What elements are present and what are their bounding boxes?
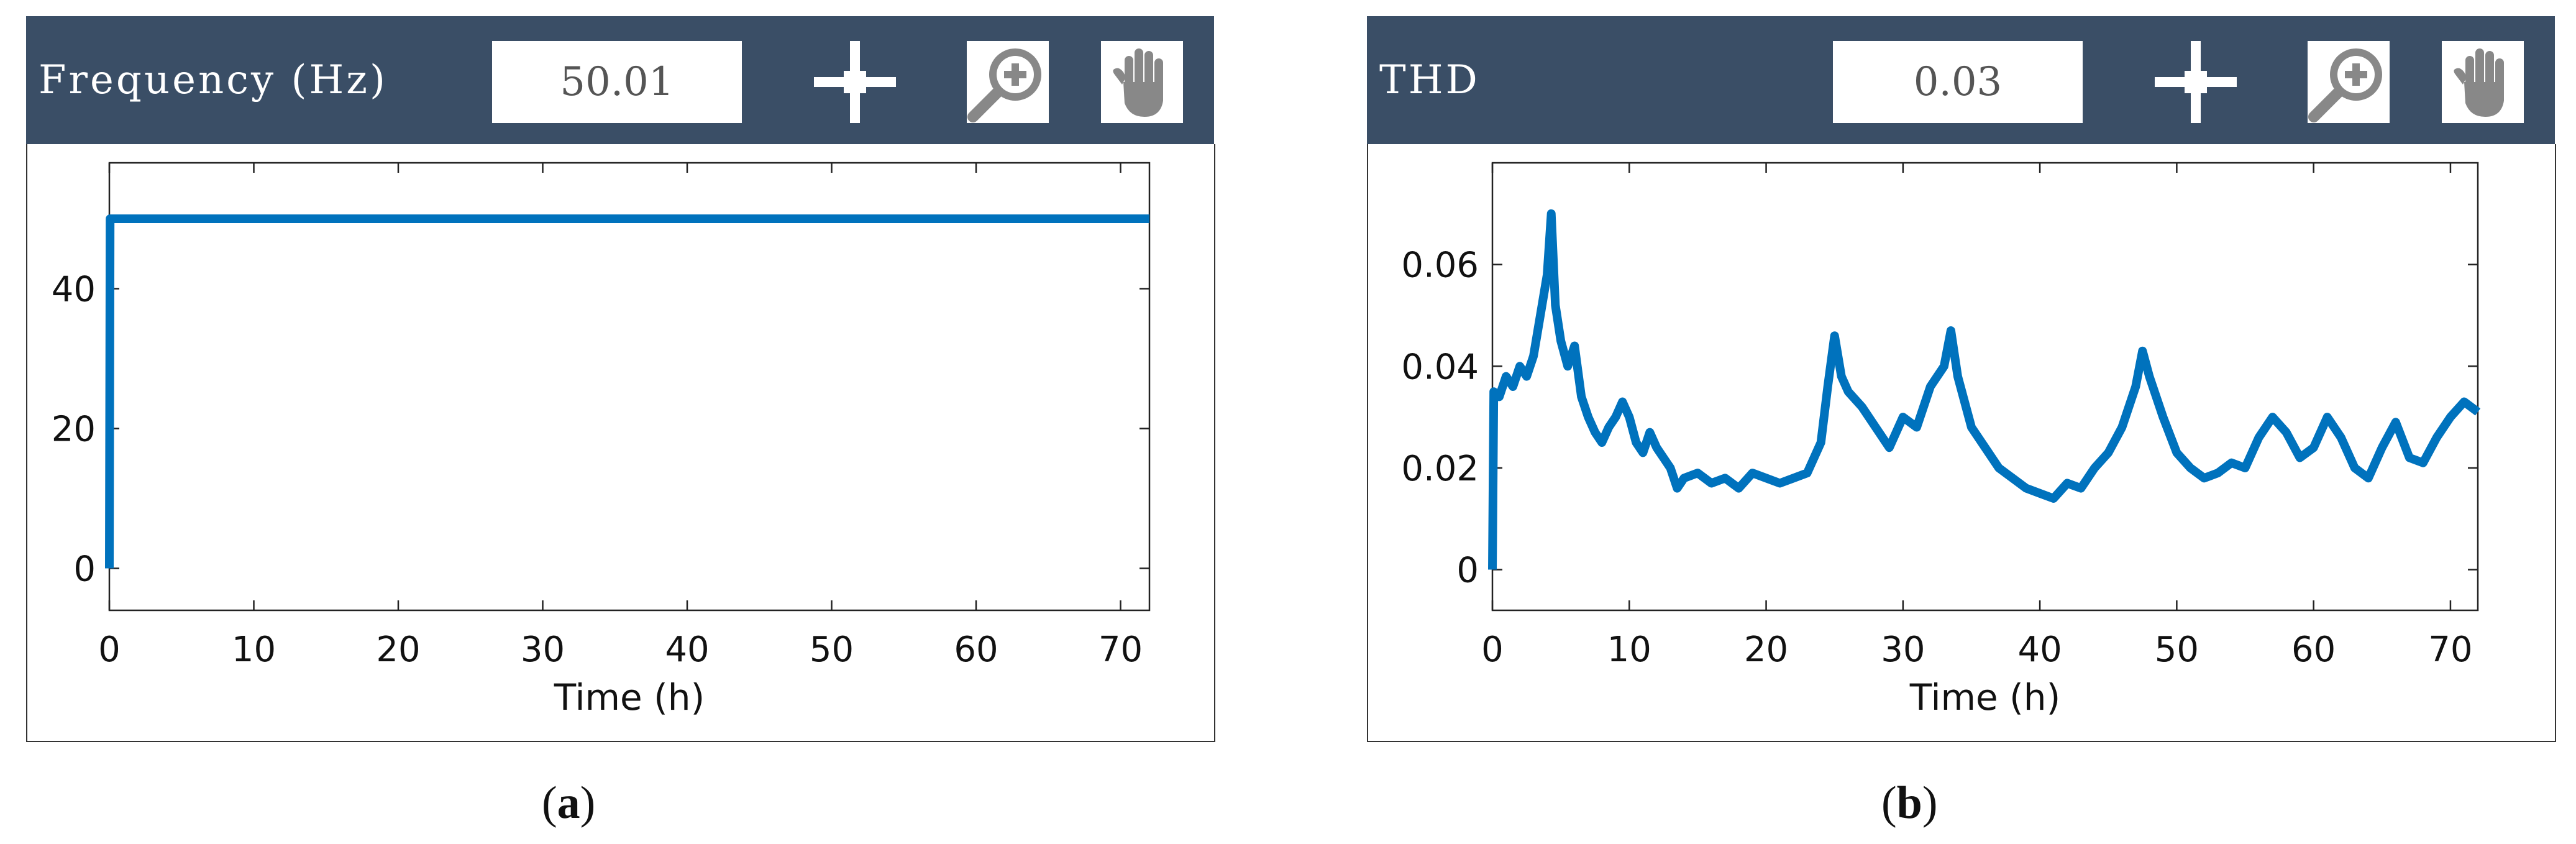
x-tick-label: 70 [1098, 630, 1143, 670]
zoom-in-icon [967, 48, 1041, 122]
axes-frame [108, 162, 1151, 612]
y-tick-label: 0.06 [1401, 245, 1479, 286]
zoom-in-icon [2308, 48, 2382, 122]
thd-readout: 0.03 [1833, 41, 2083, 123]
x-tick-label: 50 [810, 630, 854, 670]
x-tick-label: 0 [98, 630, 121, 670]
pan-button[interactable] [2442, 41, 2524, 123]
caption-b: (b) [1881, 777, 1938, 828]
y-tick-label: 20 [52, 410, 96, 450]
x-tick-label: 70 [2428, 630, 2472, 670]
pan-hand-icon [2454, 48, 2504, 117]
zoom-button[interactable] [967, 41, 1049, 123]
frequency-plot-area: 0 10 20 30 40 50 60 70 0 20 40 Time (h) [26, 144, 1215, 742]
x-axis-label: Time (h) [554, 676, 705, 718]
frequency-title: Frequency (Hz) [39, 57, 388, 103]
pan-button[interactable] [1101, 41, 1183, 123]
x-tick-label: 10 [1607, 630, 1651, 670]
thd-plot-area: 0 10 20 30 40 50 60 70 0 0.02 0.04 0.06 Time (h) [1367, 144, 2556, 742]
y-tick-label: 0.04 [1401, 347, 1479, 387]
x-tick-label: 50 [2155, 630, 2199, 670]
data-series-line [1488, 209, 2481, 570]
y-tick-label: 0.02 [1401, 449, 1479, 489]
y-tick-label: 40 [52, 270, 96, 310]
x-tick-label: 10 [232, 630, 276, 670]
crosshair-button[interactable] [2155, 41, 2237, 123]
x-tick-label: 20 [1744, 630, 1788, 670]
thd-toolbar: THD 0.03 [1367, 16, 2555, 144]
x-tick-label: 30 [521, 630, 565, 670]
y-tick-label: 0 [73, 549, 96, 590]
crosshair-icon [814, 41, 896, 123]
x-tick-label: 20 [376, 630, 420, 670]
x-tick-label: 60 [2291, 630, 2336, 670]
crosshair-icon [2155, 41, 2237, 123]
pan-hand-icon [1113, 48, 1163, 117]
caption-a: (a) [542, 777, 596, 828]
thd-chart: 0 10 20 30 40 50 60 70 0 0.02 0.04 0.06 Time (h) [1401, 162, 2481, 718]
crosshair-button[interactable] [814, 41, 896, 123]
x-tick-label: 60 [954, 630, 998, 670]
x-tick-label: 40 [665, 630, 709, 670]
x-tick-label: 30 [1881, 630, 1925, 670]
frequency-toolbar: Frequency (Hz) 50.01 [26, 16, 1214, 144]
thd-title: THD [1379, 57, 1480, 103]
x-tick-label: 0 [1481, 630, 1504, 670]
zoom-button[interactable] [2308, 41, 2390, 123]
y-tick-label: 0 [1456, 551, 1479, 591]
data-series-line [105, 214, 1149, 569]
frequency-readout: 50.01 [492, 41, 742, 123]
x-tick-label: 40 [2017, 630, 2062, 670]
axes-frame [1491, 162, 2479, 612]
frequency-chart: 0 10 20 30 40 50 60 70 0 20 40 Time (h) [52, 162, 1151, 718]
x-axis-label: Time (h) [1909, 676, 2060, 718]
